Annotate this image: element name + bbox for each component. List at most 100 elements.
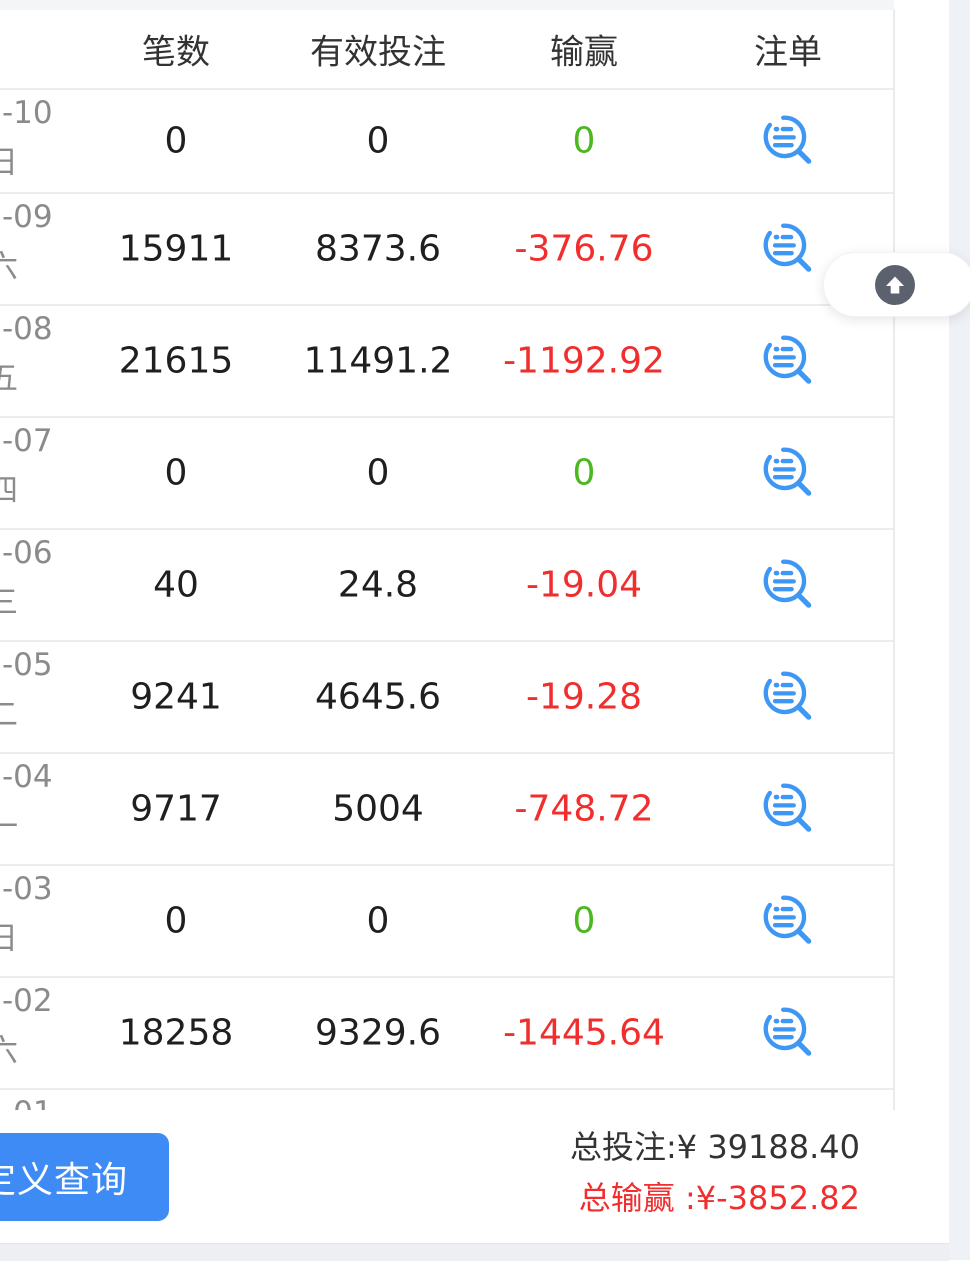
order-detail-magnifier-icon xyxy=(759,671,817,729)
custom-query-button[interactable]: 定义查询 xyxy=(0,1133,169,1221)
order-detail-magnifier-icon xyxy=(759,335,817,393)
order-detail-magnifier-icon xyxy=(759,223,817,281)
date-text: -07 xyxy=(2,423,53,459)
count-value: 9717 xyxy=(130,788,222,830)
row-date: -04 一 xyxy=(0,760,53,844)
count-value: 15911 xyxy=(118,228,234,270)
valid-bet-value: 5004 xyxy=(332,788,424,830)
summary-footer: 定义查询 总投注:¥ 39188.40 总输赢 :¥-3852.82 xyxy=(0,1112,949,1243)
weekday-text: 日 xyxy=(0,146,53,180)
row-date: -07 四 xyxy=(0,424,53,508)
date-text: -08 xyxy=(2,311,53,347)
valid-bet-value: 9329.6 xyxy=(315,1012,441,1054)
row-date: -08 五 xyxy=(0,312,53,396)
total-winloss-line: 总输赢 :¥-3852.82 xyxy=(570,1173,860,1224)
header-valid-bet: 有效投注 xyxy=(310,32,446,73)
order-detail-magnifier-icon xyxy=(759,895,817,953)
win-loss-value: -748.72 xyxy=(514,788,654,830)
order-detail-button[interactable] xyxy=(759,112,817,170)
table-row: -10 日 0 0 0 xyxy=(0,90,893,194)
table-row: -05 二 9241 4645.6 -19.28 xyxy=(0,642,893,754)
weekday-text: 三 xyxy=(0,586,53,620)
header-count: 笔数 xyxy=(142,32,210,73)
win-loss-value: -1192.92 xyxy=(503,340,665,382)
header-order: 注单 xyxy=(754,32,822,73)
row-date: -06 三 xyxy=(0,536,53,620)
page-background-right-column xyxy=(949,0,970,1260)
total-winloss-value: ¥-3852.82 xyxy=(695,1179,860,1217)
win-loss-value: -1445.64 xyxy=(503,1012,665,1054)
table-row: -09 六 15911 8373.6 -376.76 xyxy=(0,194,893,306)
betting-record-table: 笔数 有效投注 输赢 注单 -10 日 0 0 0 xyxy=(0,10,895,1110)
count-value: 21615 xyxy=(118,340,234,382)
win-loss-value: -19.28 xyxy=(525,676,643,718)
order-detail-button[interactable] xyxy=(759,1004,817,1062)
table-row: -07 四 0 0 0 xyxy=(0,418,893,530)
total-bet-value: ¥ 39188.40 xyxy=(676,1128,860,1166)
date-text: -04 xyxy=(2,759,53,795)
table-body: -10 日 0 0 0 xyxy=(0,90,893,1110)
total-bet-line: 总投注:¥ 39188.40 xyxy=(570,1122,860,1173)
order-detail-magnifier-icon xyxy=(759,559,817,617)
weekday-text: 一 xyxy=(0,810,53,844)
date-text: -09 xyxy=(2,199,53,235)
valid-bet-value: 0 xyxy=(366,120,390,162)
row-date: -01 五 xyxy=(0,1096,53,1110)
page-background-bottom-strip xyxy=(0,1243,949,1261)
totals-block: 总投注:¥ 39188.40 总输赢 :¥-3852.82 xyxy=(570,1122,860,1224)
arrow-up-icon xyxy=(875,265,915,305)
order-detail-magnifier-icon xyxy=(759,115,817,173)
order-detail-button[interactable] xyxy=(759,668,817,726)
date-text: -02 xyxy=(2,983,53,1019)
valid-bet-value: 0 xyxy=(366,452,390,494)
weekday-text: 二 xyxy=(0,698,53,732)
row-date: -05 二 xyxy=(0,648,53,732)
order-detail-magnifier-icon xyxy=(759,783,817,841)
win-loss-value: 0 xyxy=(572,452,596,494)
valid-bet-value: 8373.6 xyxy=(315,228,441,270)
order-detail-button[interactable] xyxy=(759,332,817,390)
table-row: -06 三 40 24.8 -19.04 xyxy=(0,530,893,642)
win-loss-value: -376.76 xyxy=(514,228,654,270)
date-text: -06 xyxy=(2,535,53,571)
row-date: -03 日 xyxy=(0,872,53,956)
table-header-row: 笔数 有效投注 输赢 注单 xyxy=(0,10,893,90)
weekday-text: 六 xyxy=(0,250,53,284)
count-value: 18258 xyxy=(118,1012,234,1054)
row-date: -09 六 xyxy=(0,200,53,284)
table-row: -04 一 9717 5004 -748.72 xyxy=(0,754,893,866)
table-row: -08 五 21615 11491.2 -1192.92 xyxy=(0,306,893,418)
valid-bet-value: 11491.2 xyxy=(303,340,453,382)
count-value: 0 xyxy=(164,900,188,942)
date-text: -03 xyxy=(2,871,53,907)
total-bet-label: 总投注: xyxy=(569,1128,677,1166)
total-winloss-label: 总输赢 : xyxy=(578,1179,696,1217)
valid-bet-value: 24.8 xyxy=(337,564,419,606)
date-text: -01 xyxy=(2,1096,53,1110)
win-loss-value: -19.04 xyxy=(525,564,643,606)
count-value: 0 xyxy=(164,452,188,494)
weekday-text: 日 xyxy=(0,922,53,956)
order-detail-button[interactable] xyxy=(759,556,817,614)
valid-bet-value: 0 xyxy=(366,900,390,942)
header-win-loss: 输赢 xyxy=(550,32,618,73)
table-row: -03 日 0 0 0 xyxy=(0,866,893,978)
valid-bet-value: 4645.6 xyxy=(315,676,441,718)
win-loss-value: 0 xyxy=(572,900,596,942)
row-date: -10 日 xyxy=(0,96,53,180)
weekday-text: 六 xyxy=(0,1034,53,1068)
order-detail-button[interactable] xyxy=(759,780,817,838)
page-background-top-strip xyxy=(0,0,894,10)
order-detail-button[interactable] xyxy=(759,220,817,278)
order-detail-button[interactable] xyxy=(759,444,817,502)
weekday-text: 五 xyxy=(0,362,53,396)
back-to-top-button[interactable] xyxy=(823,252,970,317)
count-value: 0 xyxy=(164,120,188,162)
date-text: -05 xyxy=(2,647,53,683)
order-detail-magnifier-icon xyxy=(759,447,817,505)
win-loss-value: 0 xyxy=(572,120,596,162)
table-row: -02 六 18258 9329.6 -1445.64 xyxy=(0,978,893,1090)
order-detail-button[interactable] xyxy=(759,892,817,950)
row-date: -02 六 xyxy=(0,984,53,1068)
